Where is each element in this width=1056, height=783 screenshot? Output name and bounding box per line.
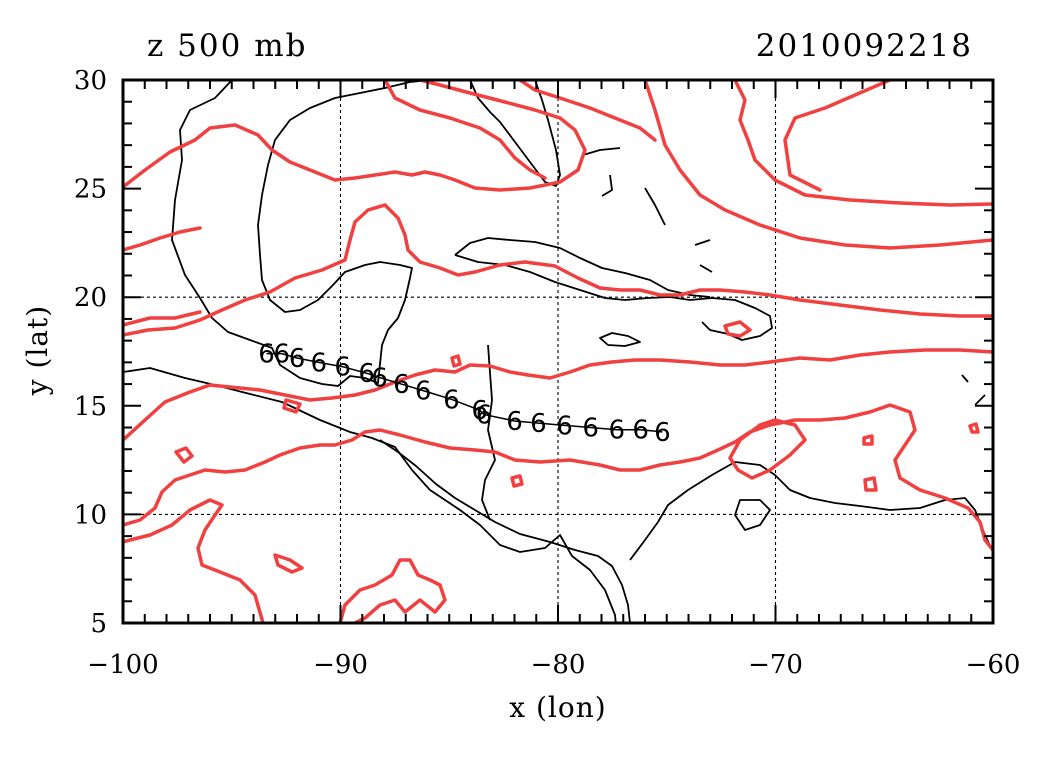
hurricane-symbol-icon: 6 bbox=[530, 409, 547, 439]
hurricane-symbol-icon: 6 bbox=[371, 364, 388, 394]
x-tick-label: −70 bbox=[748, 650, 803, 680]
hurricane-symbol-icon: 6 bbox=[258, 340, 275, 370]
hurricane-symbol-icon: 6 bbox=[274, 340, 291, 370]
hurricane-symbol-icon: 6 bbox=[476, 400, 493, 430]
hurricane-symbol-icon: 6 bbox=[608, 416, 625, 446]
y-tick-label: 30 bbox=[74, 66, 107, 96]
hurricane-symbol-icon: 6 bbox=[556, 411, 573, 441]
x-tick-label: −100 bbox=[87, 650, 158, 680]
x-axis-label: x (lon) bbox=[509, 691, 606, 724]
y-tick-label: 5 bbox=[90, 609, 107, 639]
hurricane-symbol-icon: 6 bbox=[632, 416, 649, 446]
hurricane-symbol-icon: 6 bbox=[334, 353, 351, 383]
hurricane-symbol-icon: 6 bbox=[289, 344, 306, 374]
height-contours bbox=[123, 80, 993, 623]
axis-tick-labels: −100 −90 −80 −70 −60 5 10 15 20 25 30 bbox=[74, 66, 1021, 680]
hurricane-symbol-icon: 6 bbox=[415, 377, 432, 407]
y-axis-label: y (lat) bbox=[21, 305, 54, 396]
coastlines bbox=[123, 80, 993, 623]
y-tick-label: 20 bbox=[74, 283, 107, 313]
hurricane-symbol-icon: 6 bbox=[393, 370, 410, 400]
x-tick-label: −60 bbox=[966, 650, 1021, 680]
hurricane-symbol-icon: 6 bbox=[654, 418, 671, 448]
chart-title: z 500 mb bbox=[147, 28, 307, 64]
y-tick-label: 25 bbox=[74, 175, 107, 205]
y-tick-label: 15 bbox=[74, 392, 107, 422]
hurricane-symbol-icon: 6 bbox=[506, 407, 523, 437]
x-tick-label: −90 bbox=[313, 650, 368, 680]
storm-track-line bbox=[266, 352, 663, 433]
hurricane-symbol-icon: 6 bbox=[471, 396, 488, 426]
hurricane-symbol-icon: 6 bbox=[310, 348, 327, 378]
hurricane-symbol-icon: 6 bbox=[582, 414, 599, 444]
x-tick-label: −80 bbox=[531, 650, 586, 680]
hurricane-symbol-icon: 6 bbox=[443, 385, 460, 415]
axis-ticks bbox=[122, 79, 994, 624]
y-tick-label: 10 bbox=[74, 500, 107, 530]
chart-timestamp: 2010092218 bbox=[756, 28, 973, 64]
hurricane-symbol-icon: 6 bbox=[358, 359, 375, 389]
